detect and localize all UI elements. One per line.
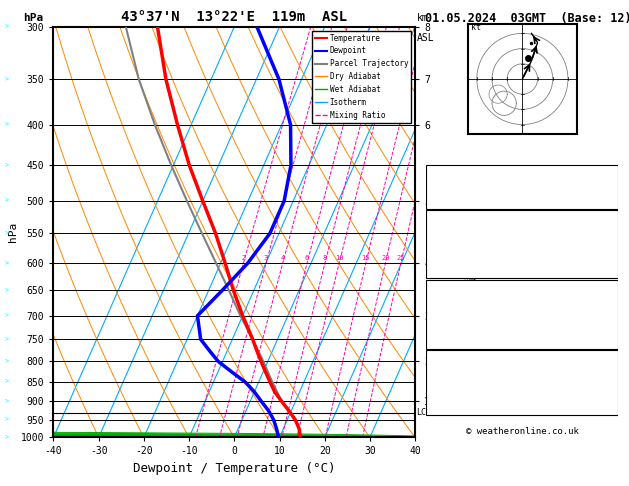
Bar [426, 210, 618, 278]
Text: θᵉ(K)          309: θᵉ(K) 309 [432, 248, 538, 258]
Text: Most Unstable: Most Unstable [482, 282, 563, 293]
Text: SREH           33: SREH 33 [432, 379, 532, 389]
Text: LCL: LCL [416, 408, 431, 417]
Text: CAPE (J)       0: CAPE (J) 0 [432, 269, 526, 279]
Text: >: > [5, 260, 9, 266]
Text: CAPE (J)       0: CAPE (J) 0 [432, 332, 526, 342]
Text: © weatheronline.co.uk: © weatheronline.co.uk [466, 427, 579, 436]
Text: >: > [5, 379, 9, 385]
Text: 3: 3 [264, 255, 268, 261]
Text: StmSpd (kt)    16: StmSpd (kt) 16 [432, 403, 532, 413]
Text: hPa: hPa [23, 13, 43, 23]
Y-axis label: hPa: hPa [8, 222, 18, 242]
Text: >: > [5, 24, 9, 30]
Text: 20: 20 [381, 255, 389, 261]
Text: >: > [5, 230, 9, 237]
Text: θᵉ (K)         313: θᵉ (K) 313 [432, 308, 538, 318]
Text: >: > [5, 198, 9, 204]
Text: 15: 15 [362, 255, 370, 261]
Text: 8: 8 [323, 255, 327, 261]
X-axis label: Dewpoint / Temperature (°C): Dewpoint / Temperature (°C) [133, 462, 335, 475]
Text: 2: 2 [242, 255, 245, 261]
Text: Dewp (°C)     9.8: Dewp (°C) 9.8 [432, 237, 532, 247]
Text: 01.05.2024  03GMT  (Base: 12): 01.05.2024 03GMT (Base: 12) [425, 12, 629, 25]
Title: 43°37'N  13°22'E  119m  ASL: 43°37'N 13°22'E 119m ASL [121, 10, 347, 24]
Text: >: > [5, 287, 9, 294]
Text: >: > [5, 162, 9, 168]
Text: Lifted Index   7: Lifted Index 7 [432, 259, 526, 268]
Legend: Temperature, Dewpoint, Parcel Trajectory, Dry Adiabat, Wet Adiabat, Isotherm, Mi: Temperature, Dewpoint, Parcel Trajectory… [312, 31, 411, 122]
Text: km: km [417, 13, 429, 23]
Text: 25: 25 [397, 255, 405, 261]
Text: K              14: K 14 [432, 168, 532, 178]
Text: Hodograph: Hodograph [494, 353, 550, 364]
Text: >: > [5, 417, 9, 423]
Text: CIN (J)        0: CIN (J) 0 [432, 344, 526, 354]
Text: 6: 6 [305, 255, 309, 261]
Text: Surface: Surface [501, 213, 544, 223]
Text: Pressure (mb) 800: Pressure (mb) 800 [432, 296, 532, 306]
Bar [426, 165, 618, 209]
Text: >: > [5, 358, 9, 364]
Text: >: > [5, 336, 9, 342]
Text: >: > [5, 434, 9, 440]
Text: >: > [5, 76, 9, 82]
Text: 4: 4 [281, 255, 285, 261]
Text: EH             1: EH 1 [432, 367, 526, 377]
Text: CIN (J)        0: CIN (J) 0 [432, 279, 526, 290]
Text: Temp (°C)     14.6: Temp (°C) 14.6 [432, 227, 538, 237]
Bar [426, 350, 618, 415]
Text: >: > [5, 312, 9, 319]
Text: 10: 10 [335, 255, 343, 261]
Text: Lifted Index   4: Lifted Index 4 [432, 320, 526, 330]
Text: >: > [5, 122, 9, 128]
Bar [426, 279, 618, 349]
Text: Mixing Ratio (g/kg): Mixing Ratio (g/kg) [468, 176, 478, 288]
Text: PW (cm)        1.66: PW (cm) 1.66 [432, 198, 544, 208]
Text: >: > [5, 399, 9, 404]
Text: StmDir         178°: StmDir 178° [432, 391, 544, 401]
Text: kt: kt [470, 23, 481, 33]
Text: Totals Totals  44: Totals Totals 44 [432, 183, 532, 193]
Text: ASL: ASL [417, 33, 435, 43]
